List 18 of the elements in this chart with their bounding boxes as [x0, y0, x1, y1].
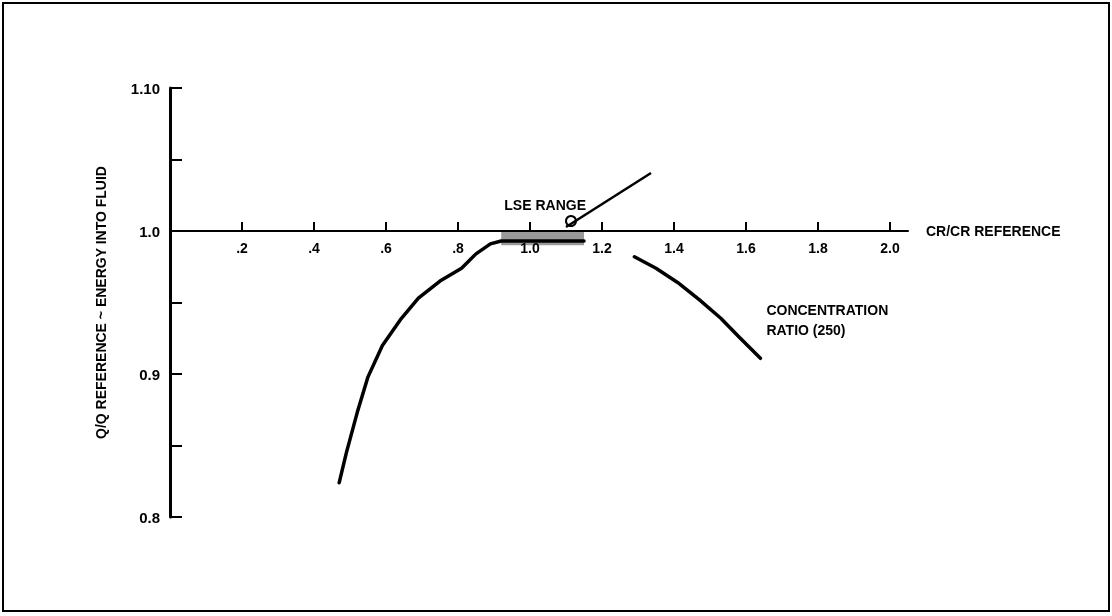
series-label: CONCENTRATION RATIO (250)	[766, 302, 893, 339]
x-tick-label: .6	[380, 240, 393, 256]
annotation: LSE RANGE	[504, 197, 586, 213]
x-tick-label: .8	[452, 240, 465, 256]
x-axis-title: CR/CR REFERENCE	[926, 223, 1061, 239]
x-tick-label: 1.6	[736, 240, 756, 256]
x-tick-label: 2.0	[880, 240, 900, 256]
y-tick-label: 0.9	[139, 365, 160, 383]
x-tick-label: .2	[236, 240, 249, 256]
x-tick-label: 1.4	[664, 240, 684, 256]
x-tick-label: 1.8	[808, 240, 828, 256]
y-tick-label: 0.8	[139, 508, 160, 526]
y-axis-title: Q/Q REFERENCE ~ ENERGY INTO FLUID	[93, 166, 109, 439]
y-tick-label: 1.0	[139, 222, 160, 240]
x-tick-label: 1.0	[520, 240, 540, 256]
y-tick-label: 1.10	[130, 79, 160, 97]
x-tick-label: 1.2	[592, 240, 612, 256]
x-tick-label: .4	[308, 240, 321, 256]
